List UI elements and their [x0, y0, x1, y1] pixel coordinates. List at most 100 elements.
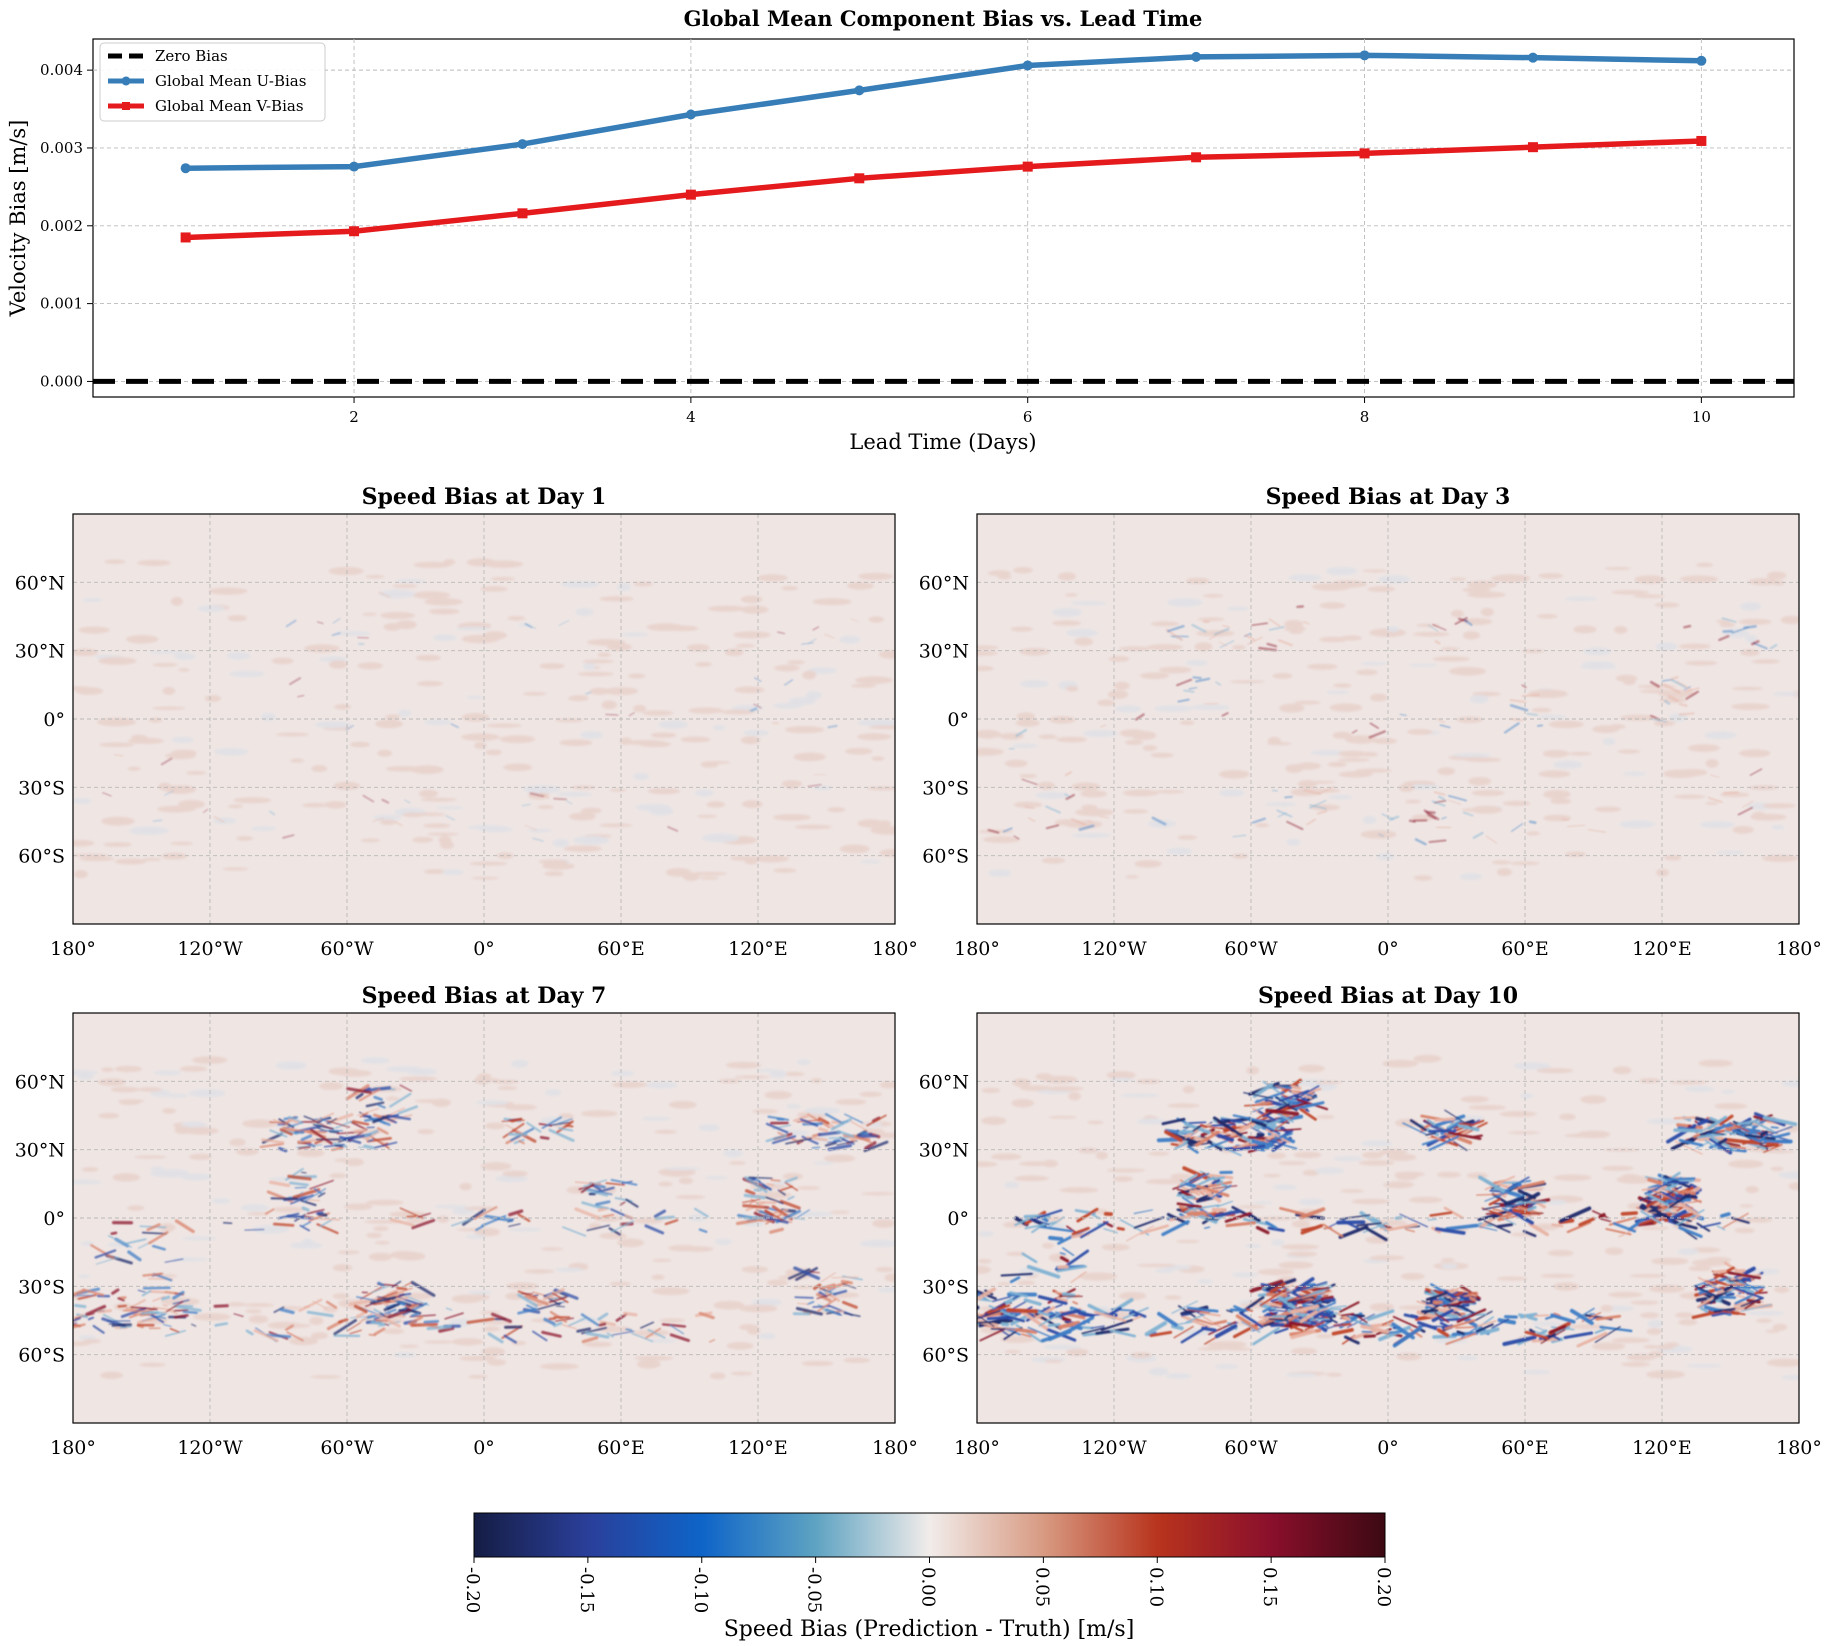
- bias-streak: [1392, 1326, 1423, 1348]
- v-bias-point: [517, 208, 528, 219]
- bias-mottle-blob: [1037, 781, 1056, 790]
- bias-streak: [118, 1296, 127, 1300]
- bias-mottle-blob: [73, 839, 95, 847]
- bias-mottle-blob: [1519, 1093, 1535, 1099]
- bias-mottle-blob: [385, 765, 422, 772]
- bias-streak: [377, 1281, 385, 1288]
- bias-mottle-blob: [503, 763, 533, 772]
- bias-streak: [1318, 786, 1335, 795]
- bias-streak: [1439, 724, 1451, 729]
- bias-mottle-blob: [390, 1250, 419, 1259]
- bias-streak: [282, 834, 295, 839]
- bias-streak: [548, 1317, 556, 1321]
- bias-streak: [567, 1317, 586, 1327]
- bias-streak: [518, 1139, 525, 1145]
- bias-streak: [1241, 1122, 1265, 1135]
- bias-mottle-blob: [1287, 1251, 1318, 1257]
- bias-mottle-blob: [877, 1287, 895, 1293]
- bias-streak: [1360, 1324, 1390, 1334]
- bias-mottle-blob: [1398, 783, 1415, 792]
- bias-streak: [164, 1329, 186, 1337]
- bias-mottle-blob: [1734, 1227, 1756, 1234]
- bias-streak: [373, 1141, 398, 1149]
- bias-streak: [1733, 1266, 1756, 1281]
- bias-streak: [987, 1304, 1011, 1314]
- bias-streak: [1304, 1321, 1325, 1331]
- bias-mottle-blob: [1316, 1114, 1335, 1120]
- map-frame: [72, 513, 896, 925]
- bias-streak: [1461, 1303, 1470, 1308]
- bias-mottle-blob: [1755, 1318, 1773, 1323]
- bias-streak: [1522, 1230, 1537, 1238]
- bias-mottle-blob: [752, 855, 790, 863]
- bias-streak: [1149, 1330, 1173, 1338]
- bias-streak: [1753, 1121, 1778, 1135]
- bias-mottle-blob: [632, 704, 647, 713]
- bias-streak: [1429, 1211, 1453, 1217]
- bias-streak: [1752, 642, 1768, 650]
- bias-streak: [964, 1311, 969, 1312]
- bias-mottle-blob: [1536, 614, 1559, 619]
- bias-mottle-blob: [1640, 1226, 1670, 1230]
- bias-streak: [174, 1314, 189, 1319]
- bias-mottle-blob: [133, 1155, 168, 1159]
- bias-streak: [1106, 1306, 1122, 1317]
- bias-streak: [1216, 1180, 1224, 1185]
- bias-streak: [1750, 640, 1760, 646]
- bias-streak: [1729, 1145, 1747, 1150]
- bias-mottle-blob: [402, 812, 425, 818]
- bias-streak: [398, 1310, 417, 1313]
- bias-mottle-blob: [694, 662, 713, 667]
- bias-mottle-blob: [738, 1324, 759, 1331]
- bias-streak: [1673, 1128, 1703, 1133]
- bias-streak: [863, 1140, 889, 1153]
- line-grid: [93, 39, 1794, 397]
- bias-mottle-blob: [151, 706, 186, 711]
- bias-mottle-blob: [1543, 789, 1571, 799]
- bias-streak: [558, 619, 570, 627]
- bias-mottle-blob: [1738, 749, 1771, 758]
- bias-streak: [1717, 1137, 1728, 1145]
- bias-mottle-blob: [1264, 802, 1297, 807]
- bias-streak: [971, 820, 975, 821]
- bias-mottle-blob: [380, 611, 416, 619]
- bias-streak: [311, 1112, 335, 1124]
- bias-mottle-blob: [377, 749, 393, 757]
- bias-mottle-blob: [805, 690, 822, 700]
- bias-mottle-blob: [796, 1059, 811, 1066]
- bias-mottle-blob: [1119, 729, 1147, 738]
- bias-streak: [1548, 1325, 1567, 1334]
- bias-streak: [765, 1122, 789, 1134]
- bias-streak: [316, 1211, 324, 1215]
- bias-streak: [841, 1300, 858, 1309]
- bias-streak: [1578, 1217, 1596, 1227]
- bias-mottle-blob: [1580, 1095, 1607, 1104]
- bias-mottle-blob: [1332, 1156, 1363, 1162]
- bias-streak: [1277, 639, 1293, 647]
- bias-streak: [1171, 1300, 1198, 1314]
- bias-streak: [1479, 1327, 1500, 1336]
- bias-mottle-blob: [1646, 1118, 1687, 1125]
- bias-streak: [1416, 1310, 1441, 1320]
- bias-streak: [1000, 1272, 1033, 1277]
- bias-mottle-blob: [1362, 815, 1377, 824]
- bias-mottle-blob: [165, 1093, 189, 1098]
- bias-mottle-blob: [1550, 798, 1572, 805]
- bias-mottle-blob: [641, 1116, 672, 1121]
- map-lat-label: 60°N: [15, 572, 65, 594]
- bias-mottle-blob: [1291, 1220, 1311, 1228]
- bias-streak: [462, 1208, 486, 1226]
- bias-streak: [831, 1276, 859, 1279]
- bias-streak: [1045, 805, 1061, 814]
- bias-streak: [827, 1143, 852, 1151]
- bias-streak: [301, 1206, 310, 1212]
- bias-streak: [150, 1314, 165, 1324]
- map-lat-label: 30°S: [18, 777, 65, 799]
- map-lat-label: 0°: [43, 1208, 65, 1230]
- bias-mottle-blob: [208, 587, 248, 595]
- bias-streak: [1177, 1305, 1196, 1318]
- bias-streak: [1600, 1218, 1612, 1222]
- bias-streak: [1729, 1122, 1750, 1133]
